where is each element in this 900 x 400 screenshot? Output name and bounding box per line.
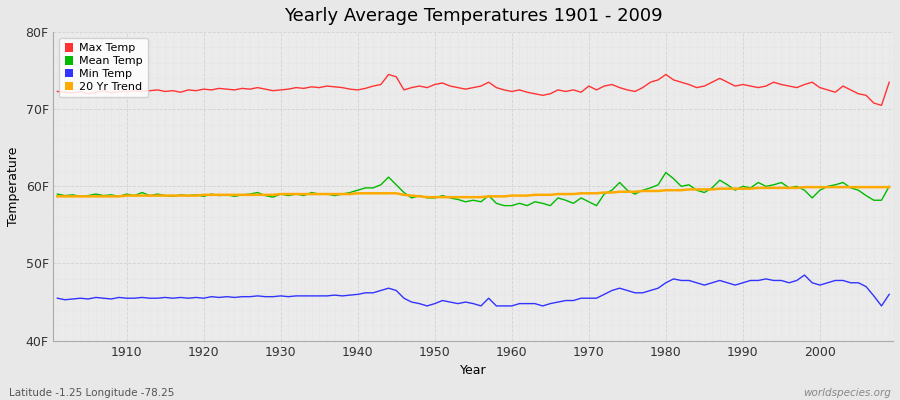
- X-axis label: Year: Year: [460, 364, 487, 377]
- Title: Yearly Average Temperatures 1901 - 2009: Yearly Average Temperatures 1901 - 2009: [284, 7, 662, 25]
- Y-axis label: Temperature: Temperature: [7, 147, 20, 226]
- Text: Latitude -1.25 Longitude -78.25: Latitude -1.25 Longitude -78.25: [9, 388, 175, 398]
- Legend: Max Temp, Mean Temp, Min Temp, 20 Yr Trend: Max Temp, Mean Temp, Min Temp, 20 Yr Tre…: [59, 38, 148, 98]
- Text: worldspecies.org: worldspecies.org: [803, 388, 891, 398]
